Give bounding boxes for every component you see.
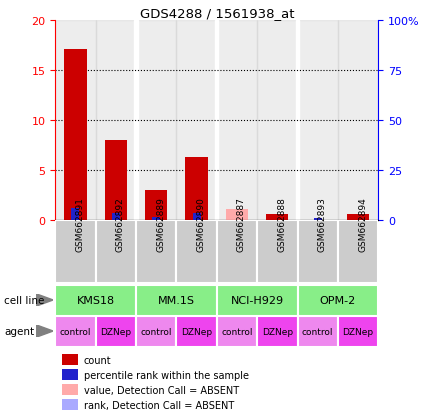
Text: GSM662892: GSM662892 [116, 197, 125, 252]
Text: GSM662889: GSM662889 [156, 197, 165, 252]
Text: DZNep: DZNep [262, 327, 293, 336]
Text: NCI-H929: NCI-H929 [230, 295, 284, 306]
Bar [145, 191, 167, 221]
Bar [266, 215, 289, 221]
Bar [226, 210, 248, 221]
Text: GSM662890: GSM662890 [196, 197, 206, 252]
Text: GSM662891: GSM662891 [76, 197, 85, 252]
FancyBboxPatch shape [338, 316, 378, 347]
Bar [296, 21, 299, 221]
Text: agent: agent [4, 326, 34, 336]
FancyBboxPatch shape [96, 316, 136, 347]
Bar [96, 21, 136, 221]
FancyBboxPatch shape [217, 316, 257, 347]
Text: cell line: cell line [4, 295, 45, 305]
Text: GSM662888: GSM662888 [277, 197, 286, 252]
Text: MM.1S: MM.1S [158, 295, 195, 306]
Title: GDS4288 / 1561938_at: GDS4288 / 1561938_at [139, 7, 294, 19]
FancyBboxPatch shape [298, 221, 338, 283]
FancyBboxPatch shape [257, 221, 298, 283]
FancyBboxPatch shape [217, 285, 298, 316]
Bar [62, 354, 78, 365]
Text: percentile rank within the sample: percentile rank within the sample [84, 370, 249, 380]
FancyBboxPatch shape [176, 221, 217, 283]
Bar [62, 384, 78, 395]
FancyBboxPatch shape [136, 221, 176, 283]
Bar [314, 218, 322, 221]
Text: GSM662887: GSM662887 [237, 197, 246, 252]
Bar [273, 220, 281, 221]
Text: DZNep: DZNep [181, 327, 212, 336]
FancyBboxPatch shape [55, 221, 96, 283]
Text: KMS18: KMS18 [76, 295, 115, 306]
FancyBboxPatch shape [55, 316, 96, 347]
Bar [347, 215, 369, 221]
Text: GSM662894: GSM662894 [358, 197, 367, 252]
Bar [105, 141, 127, 221]
FancyBboxPatch shape [298, 285, 378, 316]
FancyBboxPatch shape [55, 285, 136, 316]
Bar [185, 158, 208, 221]
Text: count: count [84, 355, 111, 365]
Text: control: control [60, 327, 91, 336]
Bar [215, 21, 218, 221]
Text: rank, Detection Call = ABSENT: rank, Detection Call = ABSENT [84, 400, 234, 410]
Bar [134, 21, 138, 221]
Polygon shape [36, 325, 53, 337]
FancyBboxPatch shape [257, 316, 298, 347]
Bar [71, 209, 79, 221]
Text: DZNep: DZNep [343, 327, 374, 336]
Bar [64, 50, 87, 221]
Bar [257, 21, 298, 221]
Bar [298, 21, 338, 221]
FancyBboxPatch shape [298, 316, 338, 347]
Bar [338, 21, 378, 221]
Bar [62, 399, 78, 410]
Bar [136, 21, 176, 221]
Bar [354, 220, 362, 221]
Bar [112, 214, 120, 221]
Bar [55, 21, 96, 221]
Text: control: control [302, 327, 334, 336]
Text: control: control [140, 327, 172, 336]
Text: control: control [221, 327, 253, 336]
Bar [217, 21, 257, 221]
FancyBboxPatch shape [136, 316, 176, 347]
FancyBboxPatch shape [176, 316, 217, 347]
FancyBboxPatch shape [96, 221, 136, 283]
Bar [62, 369, 78, 380]
FancyBboxPatch shape [338, 221, 378, 283]
Bar [152, 218, 160, 221]
Bar [193, 214, 201, 221]
Text: DZNep: DZNep [100, 327, 131, 336]
Text: OPM-2: OPM-2 [320, 295, 356, 306]
FancyBboxPatch shape [217, 221, 257, 283]
Polygon shape [36, 294, 53, 306]
Text: GSM662893: GSM662893 [317, 197, 327, 252]
Bar [176, 21, 217, 221]
Text: value, Detection Call = ABSENT: value, Detection Call = ABSENT [84, 385, 239, 395]
FancyBboxPatch shape [136, 285, 217, 316]
